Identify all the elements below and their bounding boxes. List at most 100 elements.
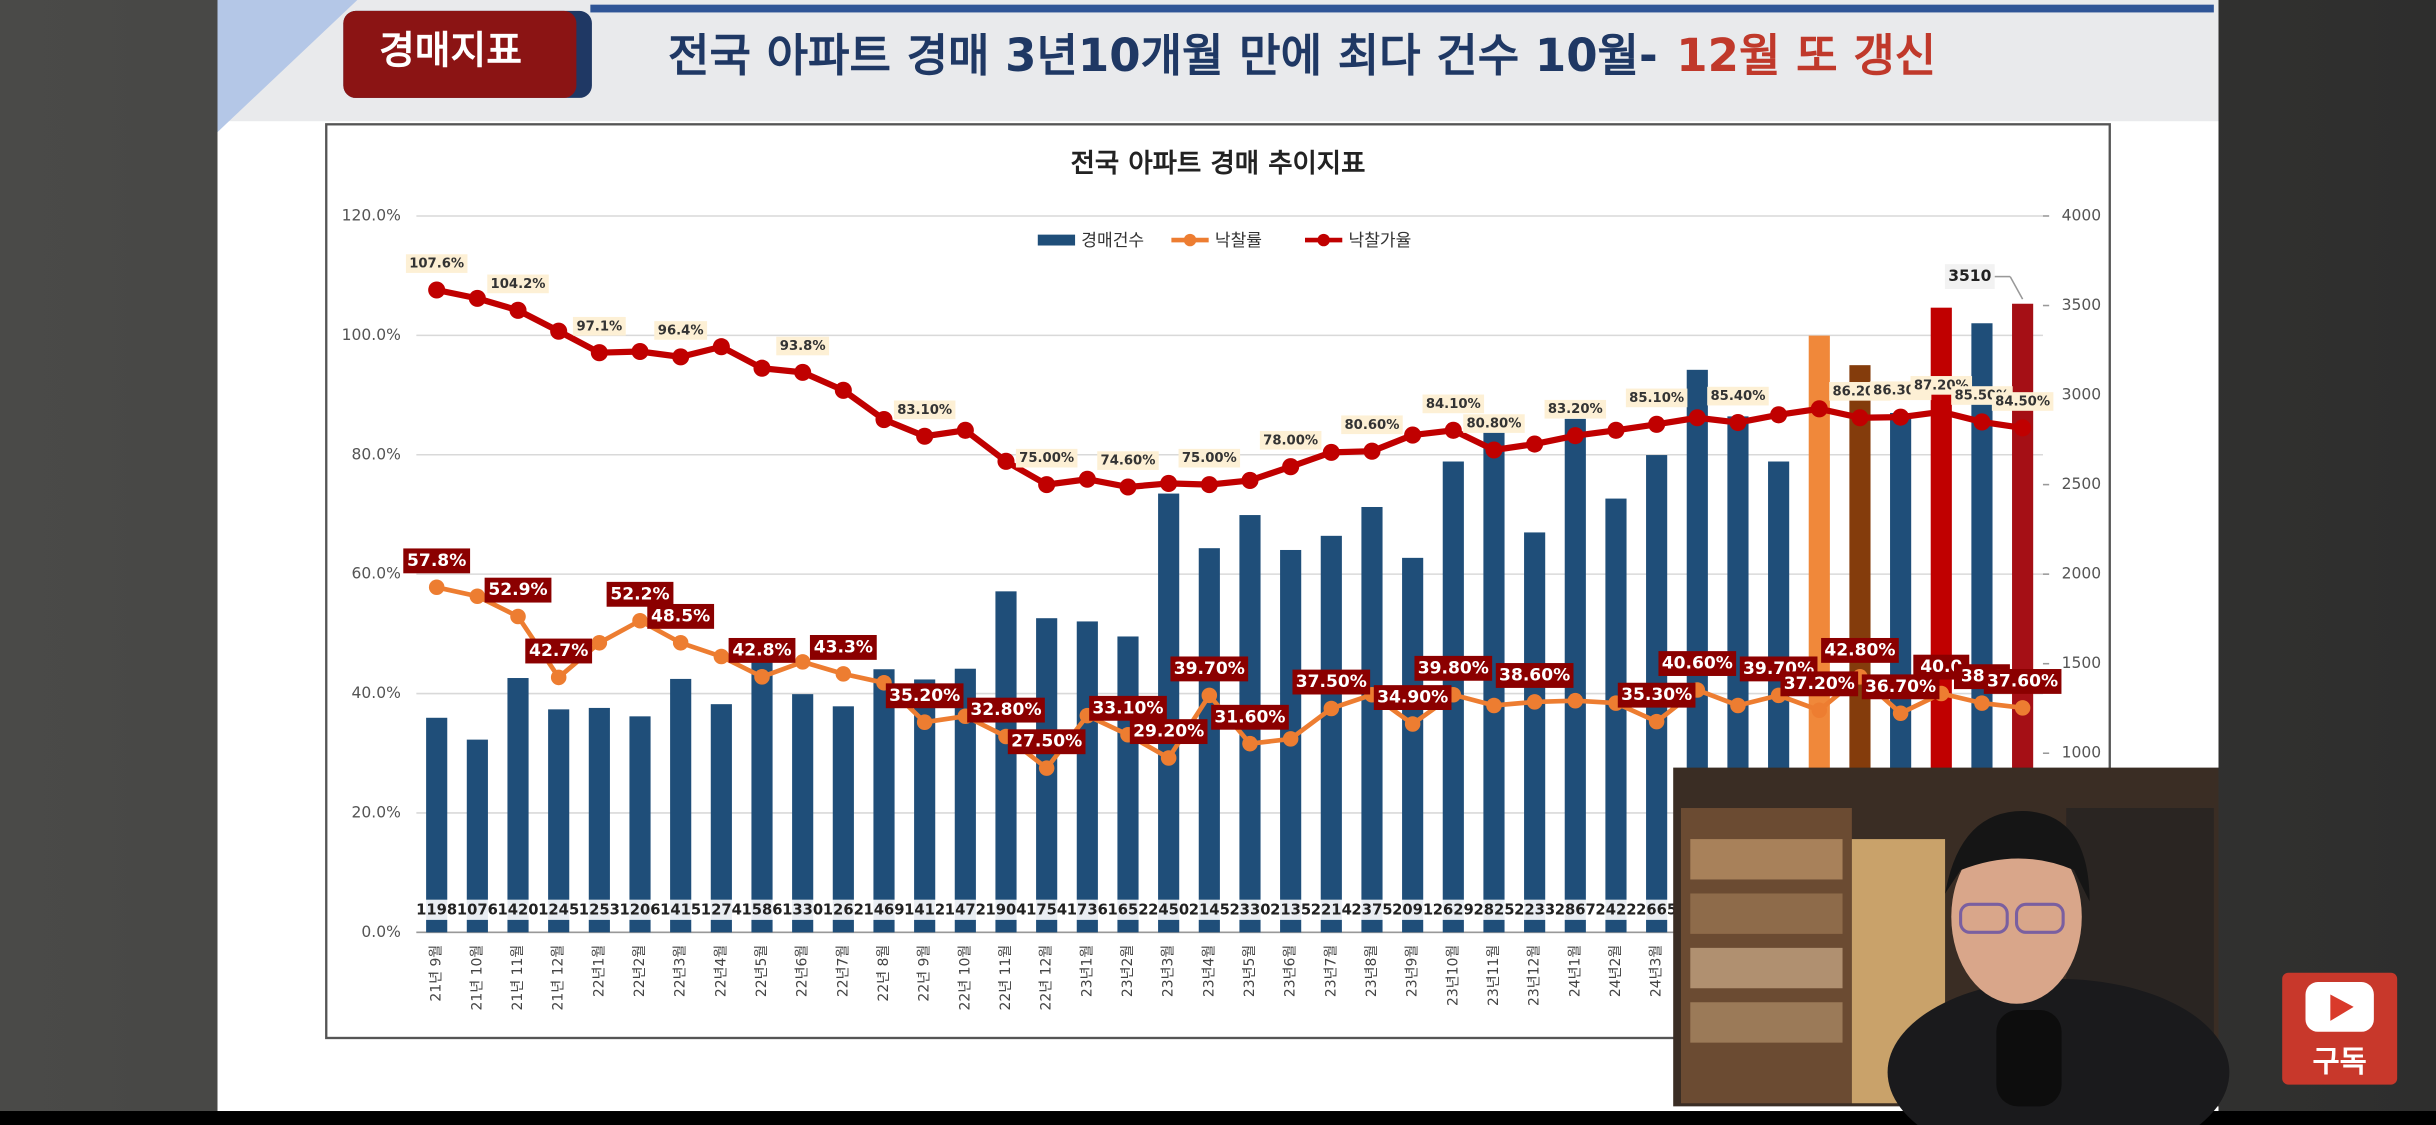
bar-label-bg <box>580 899 618 920</box>
line-point <box>997 452 1015 470</box>
line-point <box>1974 695 1990 711</box>
line-point <box>2014 700 2031 716</box>
data-label: 96.4% <box>658 323 704 338</box>
y-tick-label: 20.0% <box>352 803 401 821</box>
bar <box>426 717 448 933</box>
x-tick-label: 21년 12월 <box>551 945 567 1011</box>
data-label: 42.80% <box>1824 640 1895 660</box>
line-point <box>2014 419 2032 437</box>
line-point <box>794 363 812 381</box>
x-tick-label: 22년4월 <box>713 945 729 997</box>
bar-label-bg <box>987 899 1025 920</box>
bar <box>792 694 814 933</box>
x-tick-label: 22년7월 <box>835 945 851 997</box>
line-point <box>509 301 527 319</box>
line-point <box>1729 413 1747 432</box>
data-label: 35.30% <box>1621 685 1692 705</box>
bar-label-bg <box>906 899 944 920</box>
data-label: 42.7% <box>529 641 588 661</box>
data-label-bg <box>1983 669 2062 694</box>
line-point <box>1688 409 1706 427</box>
data-label-bg <box>1495 663 1574 688</box>
y-tick-label: 120.0% <box>342 206 401 224</box>
glasses <box>1959 902 2009 934</box>
bar-label: 1253 <box>579 902 620 919</box>
y2-tick-label: 4000 <box>2062 206 2101 224</box>
y2-tick-label: 1500 <box>2062 654 2101 672</box>
data-label-bg <box>647 603 715 629</box>
line-point <box>1485 441 1503 459</box>
bar-label: 2214 <box>1311 902 1352 919</box>
line-point <box>1241 471 1259 489</box>
bar-label-bg <box>418 899 456 920</box>
bar-label: 2330 <box>1229 902 1270 919</box>
data-label: 31.60% <box>1214 707 1285 727</box>
line-point <box>1160 750 1177 766</box>
bar <box>1402 557 1424 933</box>
x-tick-label: 22년2월 <box>632 945 648 997</box>
bar <box>1158 493 1180 933</box>
bar <box>629 716 651 933</box>
y2-tick-label: 2500 <box>2062 475 2101 493</box>
x-tick-label: 21년 9월 <box>429 945 445 1002</box>
bar <box>995 591 1017 933</box>
x-tick-label: 23년4월 <box>1201 945 1217 997</box>
line-point <box>1363 442 1381 460</box>
line-point <box>916 714 933 730</box>
line-point <box>1932 403 1950 421</box>
data-label: 34.90% <box>1377 688 1448 708</box>
badge-text: 경매지표 <box>379 28 522 73</box>
line-point <box>834 381 852 399</box>
bar-label: 1198 <box>416 902 457 919</box>
line <box>436 286 2024 491</box>
bar <box>1483 426 1505 933</box>
bar <box>751 648 773 933</box>
x-tick-label: 22년5월 <box>754 945 770 997</box>
data-label: 36.70% <box>1865 677 1936 697</box>
data-label: 39.80% <box>1418 658 1489 678</box>
bar <box>1361 506 1383 933</box>
x-tick-label: 23년9월 <box>1405 945 1421 997</box>
line-point <box>428 579 445 596</box>
bar-label: 2145 <box>1189 902 1230 919</box>
line-point <box>1119 478 1137 496</box>
data-label: 40.60% <box>1662 654 1733 674</box>
bar <box>670 678 692 933</box>
data-label-bg <box>1617 682 1696 708</box>
data-label: 43.3% <box>814 637 873 657</box>
line-point <box>1486 697 1502 714</box>
line-point <box>1810 400 1828 418</box>
header-decoration <box>217 0 358 133</box>
x-tick-label: 22년 10월 <box>957 945 973 1011</box>
line-point <box>1404 426 1422 444</box>
bar-label-bg <box>1109 899 1147 920</box>
data-label-bg <box>525 638 593 664</box>
bar <box>1524 532 1546 933</box>
data-label: 74.60% <box>1101 454 1156 469</box>
y2-tick-label: 1000 <box>2062 744 2101 762</box>
y-tick-label: 80.0% <box>352 445 401 463</box>
data-label: 93.8% <box>780 339 826 354</box>
data-label: 104.2% <box>491 277 546 292</box>
x-tick-label: 22년1월 <box>591 945 607 997</box>
data-label: 75.00% <box>1182 451 1237 466</box>
data-label: 80.80% <box>1467 417 1522 432</box>
bar <box>588 707 610 933</box>
data-label: 85.40% <box>1710 389 1765 404</box>
data-label-bg <box>403 548 471 574</box>
line-point <box>1567 692 1584 709</box>
legend-label: 낙찰가율 <box>1349 231 1412 251</box>
bar-label: 2867 <box>1555 902 1596 919</box>
bar-label: 2375 <box>1351 902 1392 919</box>
bar-label: 1245 <box>538 902 579 919</box>
x-tick-label: 24년3월 <box>1649 945 1665 997</box>
data-label-bg <box>1780 671 1859 697</box>
data-label: 39.70% <box>1174 659 1245 679</box>
bar-label: 1206 <box>619 902 660 919</box>
data-label-bg <box>1007 729 1086 755</box>
books <box>1690 893 1843 934</box>
subscribe-text: 구독 <box>2313 1044 2367 1078</box>
y-tick-label: 40.0% <box>352 684 401 702</box>
bar <box>507 678 529 933</box>
line-point <box>1648 415 1666 433</box>
